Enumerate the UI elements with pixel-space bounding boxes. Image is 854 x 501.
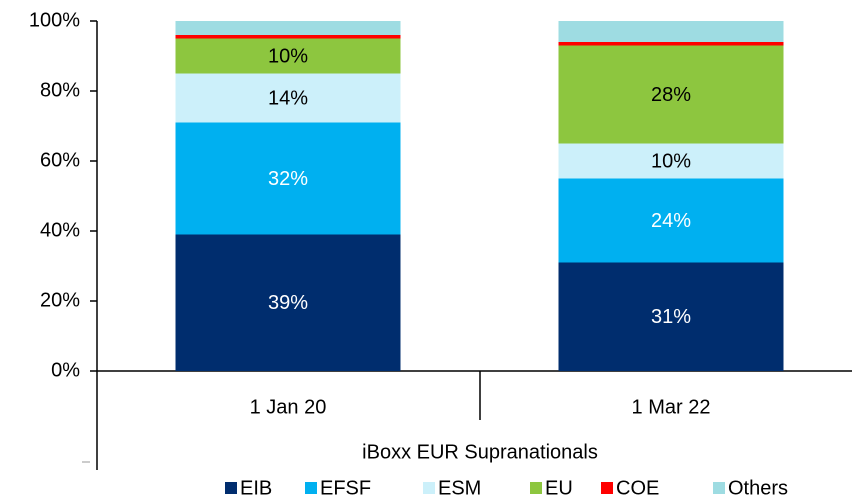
- y-tick-label: 80%: [40, 79, 80, 101]
- data-label: 10%: [651, 150, 691, 172]
- legend-swatch: [305, 482, 317, 494]
- bar-segment: [558, 45, 784, 144]
- bar-segment: [175, 35, 401, 39]
- bar-segment: [175, 234, 401, 371]
- y-tick-label: 40%: [40, 219, 80, 241]
- bar-segment: [558, 42, 784, 46]
- legend-swatch: [713, 482, 725, 494]
- data-label: 32%: [268, 168, 308, 190]
- bar-segment: [558, 262, 784, 371]
- legend-label: EIB: [240, 477, 272, 499]
- legend-swatch: [225, 482, 237, 494]
- legend-label: EFSF: [320, 477, 371, 499]
- legend-label: ESM: [438, 477, 481, 499]
- data-label: 24%: [651, 210, 691, 232]
- y-tick-label: 20%: [40, 289, 80, 311]
- y-tick-label: 0%: [51, 359, 80, 381]
- legend-label: COE: [616, 477, 659, 499]
- legend-label: Others: [728, 477, 788, 499]
- legend-swatch: [423, 482, 435, 494]
- group-label: iBoxx EUR Supranationals: [362, 441, 598, 463]
- y-tick-label: 100%: [29, 9, 80, 31]
- bar-segment: [175, 122, 401, 235]
- data-label: 10%: [268, 45, 308, 67]
- bar-segment: [175, 21, 401, 35]
- legend-swatch: [601, 482, 613, 494]
- data-label: 39%: [268, 292, 308, 314]
- bar-segment: [558, 21, 784, 42]
- x-tick-label: 1 Mar 22: [632, 396, 711, 418]
- data-label: 31%: [651, 306, 691, 328]
- bar-segment: [558, 178, 784, 263]
- legend-swatch: [530, 482, 542, 494]
- data-label: 14%: [268, 87, 308, 109]
- y-tick-label: 60%: [40, 149, 80, 171]
- bar-segment: [558, 143, 784, 179]
- x-tick-label: 1 Jan 20: [250, 396, 327, 418]
- legend-label: EU: [545, 477, 573, 499]
- bar-segment: [175, 73, 401, 123]
- bar-segment: [175, 38, 401, 74]
- data-label: 28%: [651, 84, 691, 106]
